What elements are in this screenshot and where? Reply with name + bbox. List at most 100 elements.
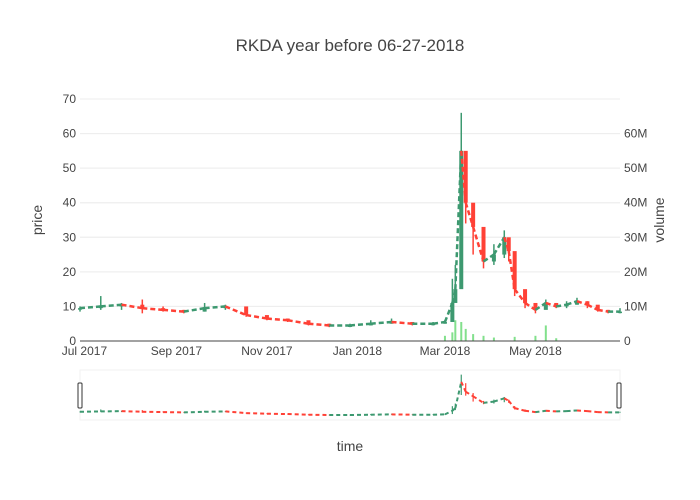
candle-body	[533, 302, 538, 310]
price-trace-segment	[576, 300, 588, 306]
x-tick-label: Nov 2017	[241, 344, 293, 358]
price-trace-segment	[370, 320, 392, 325]
y-tick-label: 0	[69, 334, 76, 348]
candle-body	[459, 150, 464, 290]
slider-trace-segment	[246, 412, 267, 415]
price-trace-segment	[183, 306, 205, 313]
slider-trace-segment	[587, 410, 598, 414]
candle-body	[450, 302, 455, 322]
range-slider-frame	[79, 369, 621, 421]
slider-trace-segment	[545, 409, 557, 413]
candle-body	[574, 301, 579, 305]
price-trace-segment	[432, 320, 446, 325]
slider-trace-segment	[183, 410, 205, 414]
price-trace-segment	[556, 303, 567, 308]
price-trace-segment	[482, 253, 495, 263]
price-trace-segment	[566, 300, 578, 306]
range-slider[interactable]	[77, 369, 622, 421]
price-trace-segment	[534, 301, 547, 311]
candle-body	[306, 320, 311, 324]
price-trace-segment	[391, 320, 413, 325]
price-candles	[78, 112, 622, 328]
volume-bar	[482, 335, 485, 341]
chart-title: RKDA year before 06-27-2018	[236, 36, 465, 55]
slider-trace-segment	[514, 407, 526, 412]
slider-trace-segment	[493, 397, 505, 403]
price-trace-segment	[162, 308, 184, 313]
volume-bar	[460, 321, 463, 341]
price-trace-segment	[492, 236, 506, 256]
volume-bar	[544, 325, 547, 341]
price-trace-segment	[308, 322, 330, 327]
volume-bars	[443, 320, 558, 341]
y-axis-label: price	[29, 205, 45, 236]
y2-tick-label: 10M	[624, 299, 647, 313]
range-slider-left-handle[interactable]	[77, 382, 83, 409]
slider-trace-segment	[472, 395, 485, 404]
candle-body	[502, 237, 507, 255]
price-trace-segment	[503, 236, 510, 252]
range-slider-right-handle[interactable]	[616, 382, 622, 409]
price-trace-segment	[460, 150, 467, 203]
price-trace-segment	[464, 202, 475, 228]
range-slider-preview	[79, 374, 621, 417]
x-axis-ticks: Jul 2017 Sep 2017 Nov 2017 Jan 2018 Mar 2018…	[62, 344, 562, 358]
y-axis-ticks: 0 10 20 30 40 50 60 70	[63, 92, 77, 348]
candle-body	[453, 289, 458, 303]
y2-tick-label: 40M	[624, 196, 647, 210]
price-trace-segment	[79, 305, 101, 310]
x-axis-label: time	[337, 438, 364, 454]
y-tick-label: 60	[63, 127, 77, 141]
volume-bar	[513, 336, 516, 341]
candle-body	[506, 237, 511, 252]
x-tick-label: Mar 2018	[420, 344, 471, 358]
price-trace-segment	[266, 317, 288, 322]
y2-axis-ticks: 0 10M 20M 30M 40M 50M 60M	[624, 127, 647, 348]
y-tick-label: 70	[63, 92, 77, 106]
price-trace-segment	[349, 322, 371, 327]
slider-trace-segment	[507, 400, 516, 409]
y2-tick-label: 20M	[624, 265, 647, 279]
slider-trace-segment	[454, 381, 463, 409]
volume-bar	[534, 335, 537, 341]
slider-trace-segment	[121, 410, 143, 413]
x-tick-label: May 2018	[509, 344, 562, 358]
y-tick-label: 20	[63, 265, 77, 279]
slider-trace-segment	[465, 390, 474, 398]
slider-trace-segment	[287, 413, 309, 416]
slider-trace-segment	[483, 400, 495, 404]
price-trace-segment	[597, 308, 609, 313]
slider-trace-segment	[451, 407, 456, 412]
x-tick-label: Jul 2017	[62, 344, 108, 358]
volume-bar	[464, 328, 467, 341]
price-trace-segment	[287, 319, 309, 325]
candle-body	[244, 306, 249, 316]
y-tick-label: 40	[63, 196, 77, 210]
candle-body	[554, 302, 559, 307]
slider-trace-segment	[535, 409, 546, 414]
y2-tick-label: 0	[624, 334, 631, 348]
gridlines	[80, 98, 620, 307]
candle-body	[471, 202, 476, 227]
candle-body	[543, 302, 548, 310]
y-tick-label: 10	[63, 299, 77, 313]
candle-body	[202, 308, 207, 312]
y-tick-label: 50	[63, 161, 77, 175]
volume-bar	[443, 335, 446, 341]
x-tick-label: Sep 2017	[151, 344, 203, 358]
slider-trace-segment	[576, 409, 588, 413]
slider-trace-segment	[524, 409, 536, 414]
price-trace-segment	[224, 305, 247, 317]
y2-axis-label: volume	[651, 197, 667, 242]
price-trace-segment	[204, 305, 226, 310]
candle-body	[78, 308, 82, 310]
volume-bar	[492, 337, 495, 341]
candle-body	[523, 289, 528, 303]
price-trace-segment	[524, 301, 537, 311]
candle-body	[481, 226, 486, 262]
price-trace-segment	[545, 301, 557, 308]
volume-bar	[472, 334, 475, 341]
slider-trace-segment	[225, 410, 247, 415]
price-trace-segment	[586, 303, 599, 312]
